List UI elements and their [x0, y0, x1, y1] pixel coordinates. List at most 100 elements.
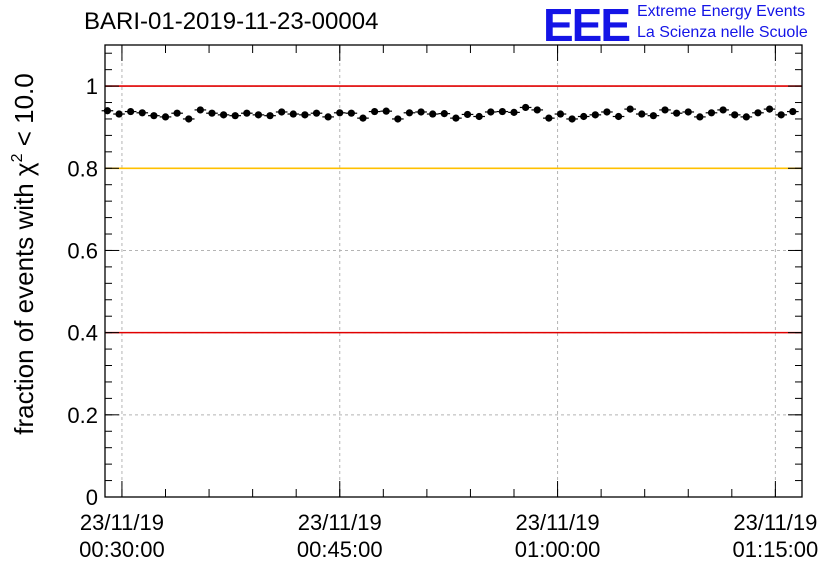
chart-title: BARI-01-2019-11-23-00004 — [84, 8, 379, 35]
point-marker — [568, 115, 576, 123]
data-point — [136, 109, 149, 117]
point-marker — [347, 109, 355, 117]
x-tick-label-date: 23/11/19 — [733, 510, 817, 535]
data-point — [519, 103, 532, 112]
data-point — [752, 109, 764, 117]
point-marker — [429, 110, 437, 118]
point-marker — [742, 113, 750, 121]
point-marker — [371, 107, 379, 116]
x-tick-labels: 23/11/1900:30:0023/11/1900:45:0023/11/19… — [79, 510, 818, 562]
data-point — [333, 109, 346, 117]
data-point — [461, 110, 474, 119]
data-point — [275, 108, 288, 116]
data-point — [694, 113, 706, 121]
data-point — [415, 108, 427, 116]
point-marker — [405, 109, 414, 117]
y-tick-label: 0.8 — [67, 156, 98, 181]
point-marker — [626, 105, 634, 113]
point-marker — [301, 111, 309, 119]
data-point — [368, 107, 381, 116]
point-marker — [336, 109, 344, 117]
point-marker — [696, 113, 704, 121]
data-point — [543, 114, 555, 122]
data-point — [473, 112, 485, 121]
data-point — [171, 109, 183, 117]
point-marker — [219, 111, 228, 119]
data-point — [496, 107, 509, 116]
y-tick-label: 0 — [86, 485, 98, 510]
point-marker — [231, 112, 239, 120]
point-marker — [522, 103, 530, 112]
data-point — [113, 110, 125, 118]
point-marker — [731, 111, 739, 119]
point-marker — [452, 114, 460, 122]
data-point — [182, 115, 195, 123]
data-point — [612, 112, 625, 121]
point-marker — [580, 112, 588, 121]
point-marker — [777, 111, 785, 119]
point-marker — [487, 108, 495, 116]
point-marker — [289, 110, 297, 118]
point-marker — [498, 107, 506, 116]
point-marker — [510, 108, 518, 116]
point-marker — [638, 110, 646, 118]
y-axis-label-sup: 2 — [9, 153, 26, 162]
point-marker — [382, 107, 390, 115]
point-marker — [475, 112, 483, 121]
point-marker — [185, 115, 193, 123]
point-marker — [603, 108, 611, 116]
x-tick-label-date: 23/11/19 — [516, 510, 600, 535]
data-point — [484, 108, 497, 116]
point-marker — [614, 112, 623, 121]
point-marker — [324, 113, 332, 121]
x-tick-label-time: 01:00:00 — [515, 537, 601, 562]
data-point — [322, 113, 334, 121]
point-marker — [661, 106, 669, 114]
data-point — [287, 110, 300, 118]
point-marker — [533, 106, 541, 114]
y-tick-labels: 0 0.2 0.4 0.6 0.8 1 — [67, 74, 98, 510]
data-point — [717, 106, 729, 114]
point-marker — [278, 108, 286, 116]
data-point — [380, 107, 393, 115]
y-tick-label: 0.6 — [67, 238, 98, 263]
data-point — [252, 111, 265, 119]
point-marker — [208, 109, 216, 117]
data-point — [763, 105, 776, 113]
data-point — [159, 113, 172, 121]
y-tick-label: 1 — [86, 74, 98, 99]
data-point — [589, 111, 602, 119]
data-point — [635, 110, 648, 118]
data-points — [101, 103, 799, 123]
point-marker — [196, 106, 204, 114]
point-marker — [138, 109, 146, 117]
data-point — [624, 105, 636, 113]
data-point — [670, 109, 683, 117]
plot-frame — [104, 44, 803, 498]
data-point — [357, 114, 369, 122]
point-marker — [556, 110, 565, 118]
data-point — [647, 112, 660, 120]
point-marker — [463, 110, 472, 119]
data-point — [740, 113, 753, 121]
point-marker — [150, 112, 158, 120]
point-marker — [243, 109, 251, 117]
y-axis-label: fraction of events with χ2 < 10.0 — [9, 73, 39, 434]
data-point — [508, 108, 520, 116]
data-point — [345, 109, 358, 117]
data-point — [705, 109, 718, 117]
x-tick-label-time: 00:30:00 — [79, 537, 165, 562]
data-point — [310, 109, 323, 117]
data-point — [728, 111, 741, 119]
x-tick-label-date: 23/11/19 — [80, 510, 164, 535]
data-point — [403, 109, 416, 117]
data-point — [206, 109, 218, 117]
data-point — [217, 111, 230, 119]
point-marker — [754, 109, 762, 117]
data-point — [577, 112, 590, 121]
data-point — [264, 112, 276, 120]
point-marker — [707, 109, 716, 117]
point-marker — [684, 108, 692, 116]
data-point — [554, 110, 567, 118]
